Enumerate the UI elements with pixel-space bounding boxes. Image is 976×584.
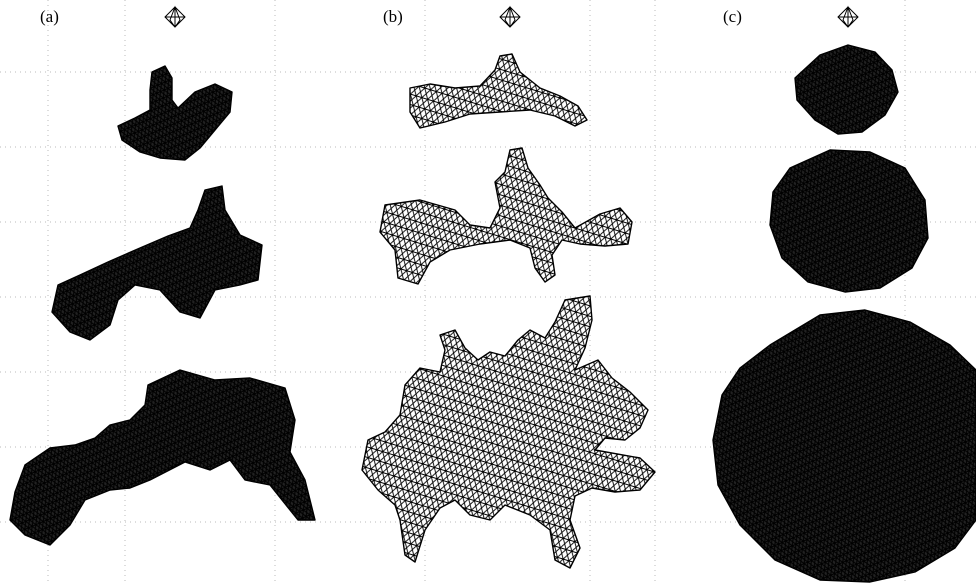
cluster [380,148,632,284]
panel-label: (b) [383,7,403,26]
cluster [52,186,262,340]
cluster [362,296,655,568]
figure: (a) (b) (c) [0,0,976,584]
octahedron-icon [165,7,858,27]
cluster [410,54,587,128]
cluster [713,310,976,582]
cluster [118,66,232,160]
cluster [795,45,898,134]
panel-label: (a) [40,7,59,26]
cluster [770,150,928,292]
panel-label: (c) [723,7,742,26]
cluster [10,370,315,545]
